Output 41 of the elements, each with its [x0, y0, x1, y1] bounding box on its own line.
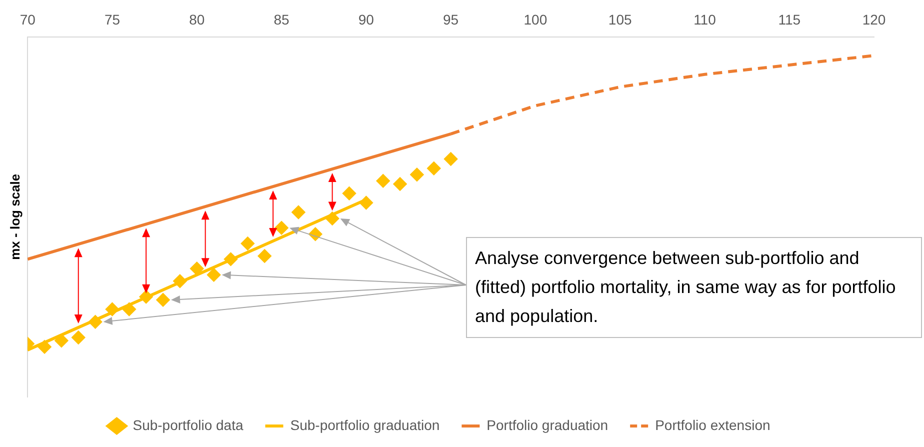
x-tick-label: 95 [443, 11, 459, 28]
point [140, 290, 153, 304]
legend-label: Portfolio graduation [486, 416, 608, 433]
point [122, 302, 136, 316]
point [444, 152, 458, 166]
point [207, 268, 220, 282]
point [38, 340, 52, 354]
point [275, 221, 288, 234]
x-tick-label: 105 [608, 11, 632, 28]
point [173, 274, 186, 288]
point [258, 250, 272, 263]
x-tick-label: 110 [694, 11, 716, 28]
point [88, 315, 102, 328]
point [410, 168, 424, 182]
point [224, 252, 238, 266]
annotation: Analyse convergence between sub-portfolio and (fitted) portfolio mortality, in same way as for portfolio and population. [466, 237, 922, 338]
point [72, 330, 85, 344]
x-tick-label: 100 [524, 11, 548, 28]
x-tick-label: 120 [862, 11, 886, 28]
point [292, 206, 305, 219]
point [376, 174, 390, 188]
point [394, 178, 407, 191]
point [241, 237, 254, 250]
x-tick-label: 85 [274, 11, 290, 28]
y-axis-title: mx - log scale [7, 174, 22, 260]
legend-label: Sub-portfolio data [132, 416, 244, 433]
point [156, 293, 170, 306]
point [190, 262, 204, 276]
x-tick-label: 70 [20, 11, 36, 28]
legend-label: Portfolio extension [655, 416, 770, 433]
x-tick-label: 80 [189, 11, 205, 28]
point [106, 302, 119, 316]
point [54, 334, 68, 348]
point [342, 186, 356, 200]
x-tick-label: 115 [778, 11, 801, 28]
point [326, 212, 339, 225]
x-tick-label: 90 [358, 11, 374, 28]
x-tick-label: 75 [104, 11, 120, 28]
legend-label: Sub-portfolio graduation [290, 416, 440, 433]
point [427, 162, 440, 175]
point [360, 196, 373, 210]
